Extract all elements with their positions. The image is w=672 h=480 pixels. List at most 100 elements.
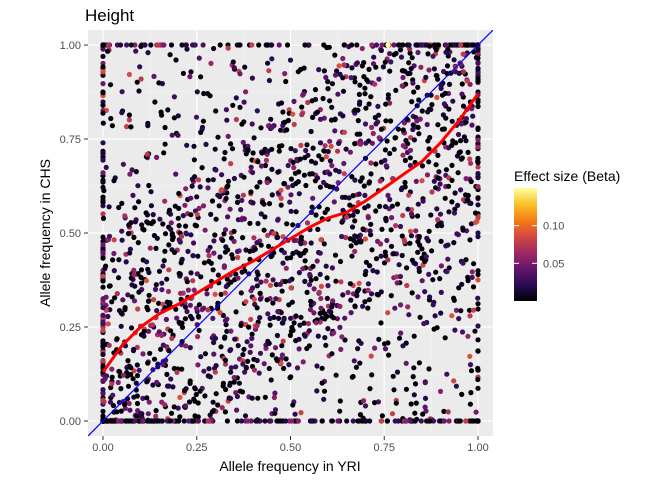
data-point: [429, 248, 435, 254]
data-point: [313, 320, 319, 326]
data-point: [179, 366, 185, 372]
data-point: [244, 339, 250, 345]
data-point: [408, 233, 415, 239]
data-point: [125, 231, 132, 237]
data-point: [182, 403, 189, 409]
data-point: [156, 80, 162, 86]
data-point: [183, 223, 189, 229]
data-point: [307, 171, 313, 177]
data-point: [162, 124, 168, 131]
data-point: [296, 336, 302, 342]
data-point: [128, 371, 134, 378]
data-point: [221, 231, 227, 237]
data-point: [266, 77, 272, 84]
data-point: [206, 253, 212, 259]
data-point: [231, 379, 237, 385]
data-point: [278, 127, 284, 133]
data-point: [464, 78, 470, 84]
data-point: [239, 217, 245, 223]
data-point: [144, 219, 150, 225]
data-point: [314, 363, 320, 369]
data-point: [225, 133, 231, 139]
data-point: [148, 203, 154, 209]
data-point: [422, 395, 429, 401]
data-point: [426, 366, 432, 372]
data-point: [335, 418, 341, 424]
data-point: [352, 177, 358, 183]
data-point: [407, 240, 413, 246]
data-point: [392, 305, 398, 311]
data-point: [164, 371, 170, 377]
data-point: [100, 81, 106, 87]
data-point: [100, 358, 106, 364]
data-point: [349, 224, 356, 230]
data-point: [362, 299, 368, 305]
data-point: [438, 85, 444, 91]
data-point: [165, 288, 172, 295]
data-point: [394, 280, 400, 286]
data-point: [196, 205, 202, 211]
data-point: [307, 307, 314, 313]
data-point: [217, 309, 223, 316]
data-point: [170, 384, 176, 390]
data-point: [445, 53, 451, 59]
data-point: [168, 42, 175, 48]
data-point: [100, 242, 106, 248]
data-point: [302, 42, 308, 48]
data-point: [298, 410, 304, 416]
data-point: [310, 114, 316, 120]
data-point: [115, 275, 122, 281]
data-point: [318, 237, 324, 243]
data-point: [269, 125, 275, 131]
data-point: [463, 116, 469, 122]
data-point: [195, 177, 202, 183]
data-point: [196, 302, 202, 308]
data-point: [190, 278, 196, 284]
data-point: [404, 265, 410, 271]
data-point: [345, 289, 351, 296]
data-point: [434, 206, 440, 212]
data-point: [146, 328, 152, 334]
data-point: [100, 140, 106, 146]
data-point: [333, 167, 339, 173]
data-point: [467, 353, 473, 359]
data-point: [185, 418, 192, 424]
data-point: [134, 393, 140, 399]
data-point: [365, 203, 371, 209]
data-point: [444, 63, 451, 69]
data-point: [369, 140, 375, 146]
data-point: [391, 251, 397, 257]
data-point: [384, 418, 390, 424]
data-point: [302, 278, 308, 284]
data-point: [308, 277, 314, 283]
data-point: [266, 201, 273, 207]
y-axis: 0.00 0.25 0.50 0.75 1.00: [60, 40, 88, 428]
data-point: [403, 386, 409, 392]
data-point: [248, 189, 254, 195]
data-point: [159, 287, 165, 293]
data-point: [319, 156, 325, 162]
data-point: [414, 42, 420, 48]
data-point: [362, 236, 368, 242]
data-point: [292, 411, 298, 417]
data-point: [427, 418, 433, 424]
data-point: [100, 296, 106, 302]
data-point: [470, 284, 477, 290]
data-point: [298, 142, 304, 148]
data-point: [215, 134, 221, 140]
data-point: [179, 42, 185, 48]
data-point: [266, 243, 272, 249]
data-point: [406, 192, 412, 198]
data-point: [382, 204, 389, 210]
data-point: [433, 162, 439, 168]
data-point: [188, 69, 194, 75]
data-point: [177, 271, 183, 277]
data-point: [201, 368, 207, 374]
data-point: [414, 416, 420, 422]
data-point: [197, 184, 203, 190]
data-point: [464, 42, 470, 48]
data-point: [290, 159, 296, 166]
data-point: [144, 259, 150, 265]
data-point: [475, 376, 481, 383]
data-point: [145, 307, 151, 313]
